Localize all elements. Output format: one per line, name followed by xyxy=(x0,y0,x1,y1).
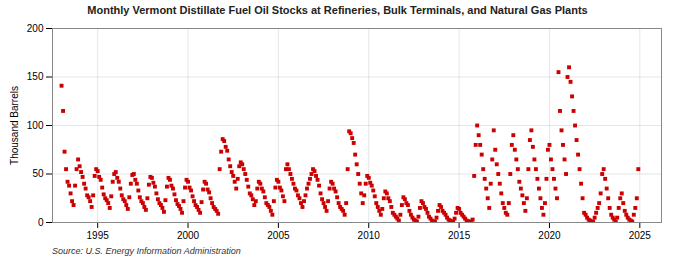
svg-text:2015: 2015 xyxy=(448,230,471,241)
svg-text:2000: 2000 xyxy=(177,230,200,241)
svg-text:200: 200 xyxy=(27,23,44,34)
svg-text:2010: 2010 xyxy=(358,230,381,241)
html-text:Monthly Vermont Distillate Fue: Monthly Vermont Distillate Fuel Oil Stoc… xyxy=(87,4,588,16)
svg-text:100: 100 xyxy=(27,120,44,131)
svg-text:2005: 2005 xyxy=(267,230,290,241)
html-text:Source: U.S. Energy Informatio: Source: U.S. Energy Information Administ… xyxy=(52,246,241,256)
svg-text:2025: 2025 xyxy=(629,230,652,241)
svg-text:Thousand Barrels: Thousand Barrels xyxy=(9,86,20,165)
svg-text:0: 0 xyxy=(38,217,44,228)
svg-text:150: 150 xyxy=(27,71,44,82)
svg-text:1995: 1995 xyxy=(87,230,110,241)
svg-text:50: 50 xyxy=(32,168,44,179)
svg-text:2020: 2020 xyxy=(538,230,561,241)
